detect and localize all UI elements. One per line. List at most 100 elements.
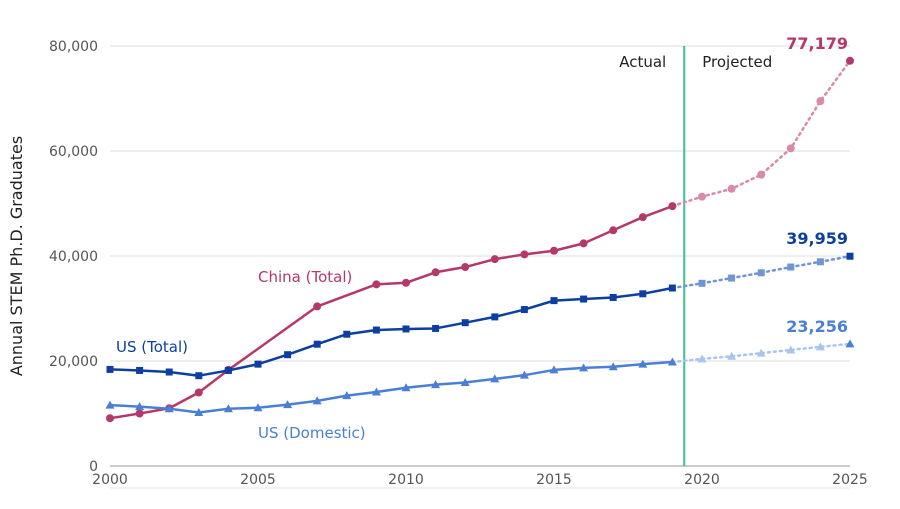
data-point xyxy=(313,302,322,311)
data-point xyxy=(639,290,647,298)
data-point xyxy=(284,351,292,359)
series-line-actual xyxy=(109,204,673,420)
series-china-total xyxy=(106,56,854,423)
data-point xyxy=(224,366,232,374)
x-tick-label: 2025 xyxy=(832,472,868,488)
data-point xyxy=(668,202,677,211)
series-line-actual xyxy=(109,360,673,414)
data-point xyxy=(164,404,174,413)
data-point xyxy=(550,297,558,305)
data-point xyxy=(431,268,440,277)
data-point-projected xyxy=(727,184,736,193)
data-point-projected xyxy=(786,144,795,153)
data-point-projected xyxy=(816,258,824,266)
data-point xyxy=(194,388,203,397)
data-point xyxy=(461,319,469,327)
data-point xyxy=(638,213,647,222)
y-tick-label: 40,000 xyxy=(49,249,98,265)
series-us-domestic xyxy=(105,339,855,416)
annotations: Actual Projected 77,179 China (Total) 39,959… xyxy=(116,34,848,442)
data-point-projected xyxy=(727,351,737,360)
data-point xyxy=(520,306,528,314)
series-us-total xyxy=(106,252,854,380)
data-point xyxy=(343,330,351,338)
data-point xyxy=(520,250,529,259)
data-point xyxy=(402,278,410,287)
y-tick-label: 0 xyxy=(89,459,98,475)
data-point xyxy=(283,400,293,409)
series-name-label: China (Total) xyxy=(258,268,352,286)
data-point xyxy=(608,362,618,371)
data-point xyxy=(165,368,173,376)
data-point xyxy=(549,365,559,374)
data-point-projected xyxy=(757,269,765,277)
data-point xyxy=(106,365,114,373)
data-point xyxy=(106,414,114,423)
series-name-label: US (Total) xyxy=(116,338,188,356)
end-value-label: 77,179 xyxy=(786,34,848,53)
end-value-label: 39,959 xyxy=(786,229,848,248)
data-point xyxy=(135,402,145,411)
data-point xyxy=(254,360,262,368)
data-point xyxy=(461,263,470,272)
data-point-projected xyxy=(728,274,736,282)
data-point xyxy=(550,246,558,255)
series-name-label: US (Domestic) xyxy=(258,424,366,442)
data-point xyxy=(609,226,618,235)
data-point-projected xyxy=(816,97,825,106)
data-point xyxy=(668,284,676,292)
data-point xyxy=(223,404,233,413)
data-point xyxy=(372,326,380,334)
x-tick-label: 2000 xyxy=(92,472,128,488)
data-point xyxy=(460,378,470,387)
x-tick-label: 2010 xyxy=(388,472,424,488)
end-value-label: 23,256 xyxy=(786,317,848,336)
data-point-projected xyxy=(846,252,854,260)
data-point-projected xyxy=(815,342,825,351)
axes: 0 20,000 40,000 60,000 80,000 2000 2005 2010 201… xyxy=(7,39,868,489)
data-point-projected xyxy=(756,348,766,357)
data-point xyxy=(490,255,499,264)
y-tick-label: 80,000 xyxy=(49,39,98,55)
data-point-projected xyxy=(757,170,766,179)
data-point xyxy=(313,340,321,348)
data-point xyxy=(579,239,588,248)
data-point xyxy=(253,403,263,412)
data-point-projected xyxy=(787,263,795,271)
data-point xyxy=(432,324,440,332)
data-point-projected xyxy=(845,339,855,348)
data-point-projected xyxy=(698,192,706,201)
data-point xyxy=(519,370,529,379)
y-axis-title: Annual STEM Ph.D. Graduates xyxy=(7,136,26,376)
data-point xyxy=(135,409,144,418)
data-point xyxy=(490,374,500,383)
data-point xyxy=(491,313,499,321)
data-point-projected xyxy=(698,279,706,287)
data-point xyxy=(195,372,203,380)
series-line-projected xyxy=(671,59,852,208)
data-point-projected xyxy=(697,354,707,363)
data-point xyxy=(579,363,589,372)
projected-label: Projected xyxy=(702,53,772,71)
x-tick-label: 2020 xyxy=(684,472,720,488)
data-point xyxy=(312,396,322,405)
data-point xyxy=(402,325,410,333)
x-tick-label: 2015 xyxy=(536,472,572,488)
data-point xyxy=(431,380,441,389)
data-point xyxy=(194,407,204,416)
data-point xyxy=(638,359,648,368)
data-point-projected xyxy=(786,345,796,354)
y-tick-label: 20,000 xyxy=(49,354,98,370)
data-point xyxy=(105,400,115,409)
series-line-actual xyxy=(109,286,673,377)
data-point xyxy=(401,383,411,392)
data-point xyxy=(667,357,677,366)
data-point-projected xyxy=(846,56,854,65)
data-point xyxy=(342,391,352,400)
data-point xyxy=(371,387,381,396)
data-point xyxy=(580,295,588,303)
series-lines xyxy=(105,56,855,423)
data-point xyxy=(136,366,144,374)
